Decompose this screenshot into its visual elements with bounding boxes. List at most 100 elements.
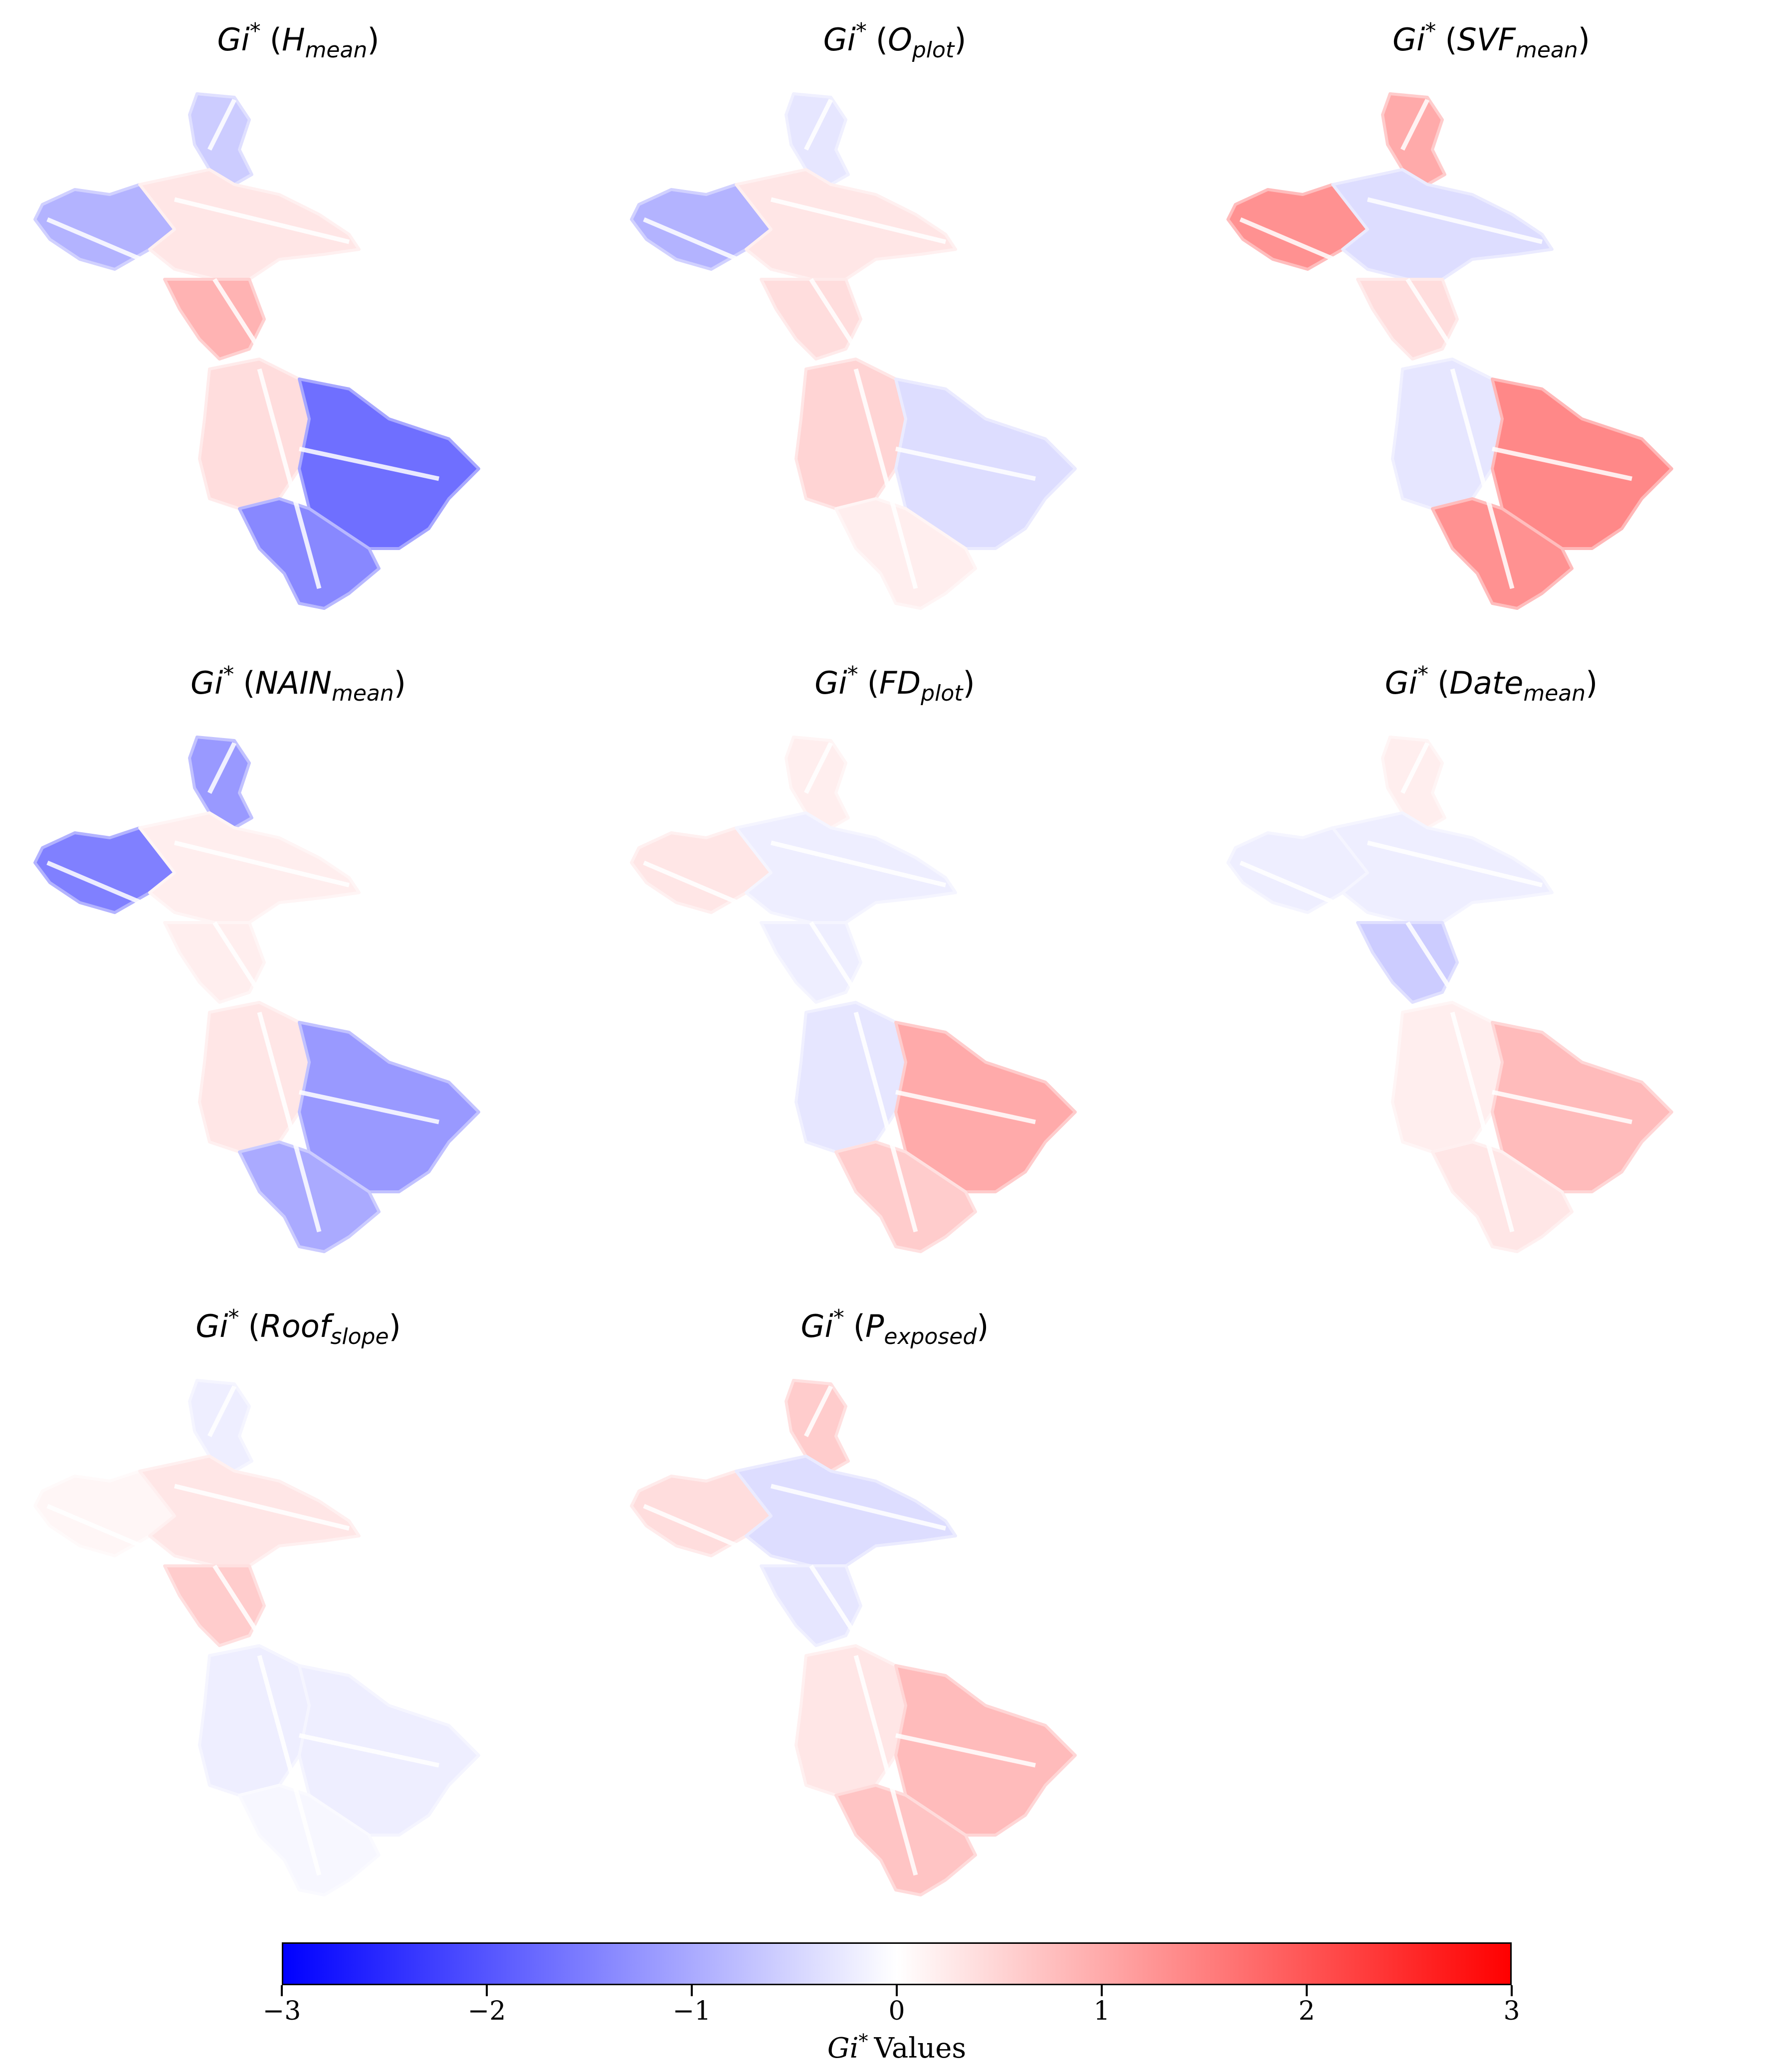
- map-road-cut: [809, 278, 858, 351]
- gi-map: [1226, 736, 1673, 1253]
- map-panel-h-mean: Gi* (Hmean): [0, 0, 597, 641]
- panel-title-paren-close: ): [389, 1308, 401, 1344]
- map-road-cut: [1405, 278, 1454, 351]
- map-panel-svf-mean: Gi* (SVFmean): [1193, 0, 1790, 641]
- panel-title-base: Gi: [196, 1308, 228, 1344]
- panel-title-subscript: mean: [331, 681, 394, 706]
- colorbar-tick-mark: [896, 1985, 898, 1996]
- map-road-cut: [257, 368, 322, 589]
- map-region-north: [188, 92, 253, 186]
- map-region-south-east: [1491, 1021, 1673, 1193]
- map-road-cut: [257, 1655, 322, 1876]
- panel-title-paren-close: ): [954, 21, 967, 58]
- panel-title-base: Gi: [823, 21, 856, 58]
- map-road-cut: [895, 1733, 1036, 1768]
- colorbar: [282, 1942, 1512, 1985]
- colorbar-tick-mark: [486, 1985, 488, 1996]
- panel-title-subscript: mean: [305, 37, 368, 63]
- panel-title: Gi* (SVFmean): [1193, 5, 1790, 75]
- colorbar-tick-label: 0: [888, 1996, 905, 2026]
- panel-title-paren-close: ): [963, 665, 975, 701]
- panel-title-paren-open: (: [853, 1308, 865, 1344]
- panel-title-variable: H: [281, 21, 305, 58]
- map-road-cut: [809, 1564, 858, 1637]
- map-road-cut: [853, 368, 918, 589]
- panel-title-star: *: [833, 1305, 844, 1330]
- map-road-cut: [895, 1090, 1036, 1125]
- panel-title: Gi* (Hmean): [0, 5, 597, 75]
- map-region-middle: [1356, 921, 1459, 1004]
- panel-title-subscript: mean: [1523, 681, 1586, 706]
- panel-title-subscript: mean: [1515, 37, 1578, 63]
- map-road-cut: [299, 1090, 439, 1125]
- map-road-cut: [257, 1011, 322, 1233]
- map-region-middle: [163, 921, 266, 1004]
- map-road-cut: [207, 98, 237, 151]
- panel-title-paren-close: ): [367, 21, 380, 58]
- colorbar-tick-mark: [281, 1985, 283, 1996]
- panel-title-variable: O: [888, 21, 912, 58]
- map-region-middle: [163, 1564, 266, 1647]
- panel-title-base: Gi: [1392, 21, 1425, 58]
- gi-map: [630, 736, 1077, 1253]
- map-road-cut: [1367, 840, 1543, 888]
- panel-title-paren-open: (: [243, 665, 255, 701]
- map-road-cut: [803, 742, 833, 794]
- map-road-cut: [46, 1504, 166, 1558]
- map-region-south-east: [894, 1021, 1077, 1193]
- panel-title-subscript: exposed: [884, 1324, 977, 1349]
- map-panel-p-exposed: Gi* (Pexposed): [597, 1287, 1193, 1927]
- map-panel-nain-mean: Gi* (NAINmean): [0, 643, 597, 1284]
- map-panel-date-mean: Gi* (Datemean): [1193, 643, 1790, 1284]
- panel-title-subscript: slope: [330, 1324, 389, 1349]
- gi-map: [1226, 92, 1673, 610]
- colorbar-tick-label: 3: [1503, 1996, 1520, 2026]
- map-panel-o-plot: Gi* (Oplot): [597, 0, 1193, 641]
- gi-map: [630, 1379, 1077, 1896]
- map-road-cut: [207, 1385, 237, 1438]
- panel-title-paren-open: (: [875, 21, 888, 58]
- map-road-cut: [853, 1655, 918, 1876]
- panel-title-base: Gi: [814, 665, 847, 701]
- map-region-north: [1381, 736, 1446, 829]
- map-road-cut: [643, 1504, 762, 1558]
- map-road-cut: [643, 860, 762, 915]
- map-region-north: [188, 736, 253, 829]
- map-region-north: [188, 1379, 253, 1473]
- panel-title: Gi* (Oplot): [597, 5, 1193, 75]
- map-region-center: [735, 811, 957, 924]
- colorbar-ticks: −3 −2 −1 0 1 2 3: [263, 1985, 1520, 2030]
- map-region-north: [1381, 92, 1446, 186]
- map-region-center: [735, 168, 957, 281]
- panel-title-star: *: [228, 1305, 239, 1330]
- map-road-cut: [1492, 1090, 1632, 1125]
- panel-title-variable: FD: [879, 665, 921, 701]
- map-road-cut: [1492, 446, 1632, 481]
- map-road-cut: [803, 98, 833, 151]
- map-road-cut: [803, 1385, 833, 1438]
- panel-title-variable: Roof: [260, 1308, 331, 1344]
- map-region-south-east: [894, 1664, 1077, 1837]
- map-region-north: [785, 736, 850, 829]
- map-region-center: [1331, 168, 1554, 281]
- map-road-cut: [1367, 197, 1543, 244]
- map-region-middle: [1356, 278, 1459, 361]
- panel-title-star: *: [249, 18, 261, 44]
- map-road-cut: [174, 840, 350, 888]
- panel-title-variable: Date: [1449, 665, 1524, 701]
- colorbar-tick-label: −2: [467, 1996, 506, 2026]
- panel-title-base: Gi: [217, 21, 250, 58]
- map-region-center: [735, 1455, 957, 1567]
- map-region-south-east: [298, 377, 480, 550]
- map-road-cut: [770, 840, 947, 888]
- gi-map: [33, 736, 480, 1253]
- map-road-cut: [1450, 1011, 1515, 1233]
- map-road-cut: [643, 217, 762, 272]
- colorbar-label-rest: Values: [874, 2032, 967, 2065]
- map-road-cut: [174, 1484, 350, 1531]
- colorbar-tick-mark: [1101, 1985, 1103, 1996]
- panel-title-base: Gi: [1385, 665, 1417, 701]
- colorbar-tick-mark: [1511, 1985, 1513, 1996]
- panel-title-paren-open: (: [1437, 665, 1450, 701]
